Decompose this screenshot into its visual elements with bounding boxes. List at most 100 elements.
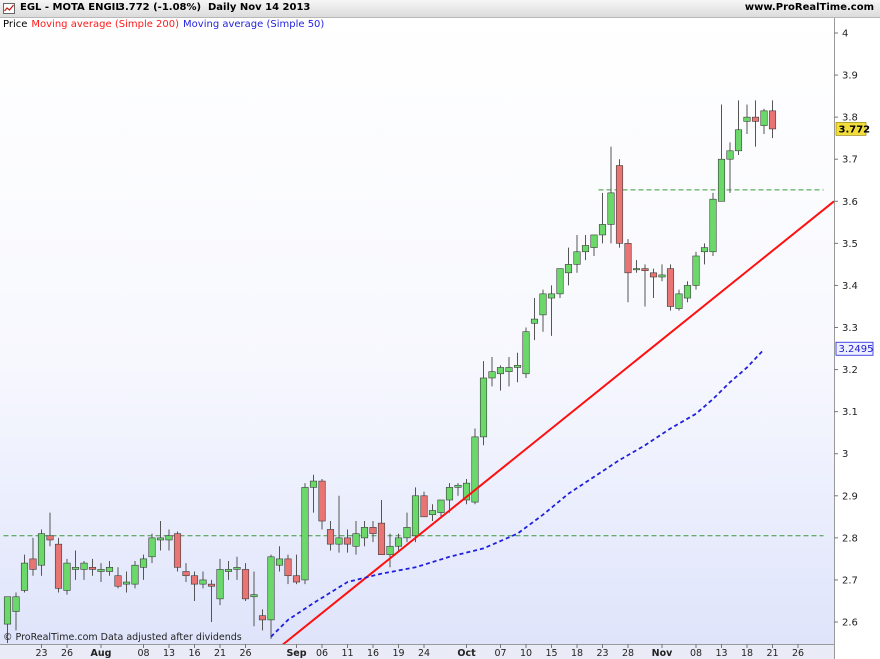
- candle-body[interactable]: [12, 596, 20, 612]
- candle-body[interactable]: [437, 499, 445, 513]
- candle-body[interactable]: [513, 365, 522, 368]
- candle-body[interactable]: [292, 575, 301, 583]
- candle-body[interactable]: [420, 495, 428, 518]
- candle-body[interactable]: [216, 569, 224, 600]
- candle-body[interactable]: [275, 558, 284, 566]
- candle-body[interactable]: [156, 537, 165, 541]
- candle-body[interactable]: [709, 198, 717, 253]
- candle-body[interactable]: [37, 533, 46, 566]
- candle-body[interactable]: [352, 533, 360, 547]
- candle-body[interactable]: [122, 581, 131, 585]
- candle-body[interactable]: [377, 522, 386, 555]
- candle-body[interactable]: [301, 487, 309, 581]
- legend-price[interactable]: Price: [3, 19, 28, 30]
- candle-body[interactable]: [46, 535, 54, 541]
- candle-body[interactable]: [139, 558, 148, 568]
- candle-body[interactable]: [105, 567, 114, 572]
- candle-body[interactable]: [190, 575, 199, 585]
- candle-body[interactable]: [207, 583, 216, 587]
- y-tick-label: 3: [842, 449, 848, 460]
- ma200-line[interactable]: [278, 200, 835, 649]
- candle-body[interactable]: [675, 293, 683, 309]
- candle-body[interactable]: [607, 192, 615, 225]
- legend-ma200[interactable]: Moving average (Simple 200): [31, 19, 180, 30]
- candle-body[interactable]: [326, 529, 335, 545]
- candle-body[interactable]: [343, 537, 352, 545]
- candle-body[interactable]: [199, 579, 207, 585]
- candle-body[interactable]: [522, 331, 530, 375]
- candle-body[interactable]: [641, 268, 649, 272]
- candle-body[interactable]: [267, 556, 275, 621]
- candle-body[interactable]: [590, 234, 598, 248]
- candle-body[interactable]: [318, 480, 326, 522]
- candle-body[interactable]: [71, 567, 80, 570]
- candle-body[interactable]: [564, 264, 573, 274]
- candle-body[interactable]: [250, 594, 258, 598]
- candle-body[interactable]: [479, 377, 488, 438]
- candle-body[interactable]: [284, 558, 292, 577]
- candle-body[interactable]: [488, 371, 496, 379]
- candle-body[interactable]: [751, 116, 760, 122]
- candle-body[interactable]: [666, 268, 675, 307]
- candle-body[interactable]: [768, 110, 777, 130]
- candle-body[interactable]: [131, 564, 139, 585]
- candle-body[interactable]: [496, 367, 505, 375]
- candle-body[interactable]: [649, 272, 658, 278]
- candle-body[interactable]: [692, 255, 700, 286]
- candle-body[interactable]: [454, 484, 462, 488]
- candle-body[interactable]: [547, 293, 556, 299]
- candle-body[interactable]: [29, 558, 37, 570]
- candle-body[interactable]: [411, 495, 420, 537]
- site-link[interactable]: www.ProRealTime.com: [744, 2, 874, 13]
- candle-body[interactable]: [700, 247, 709, 253]
- candle-body[interactable]: [241, 569, 250, 600]
- candle-body[interactable]: [54, 543, 63, 589]
- candle-body[interactable]: [165, 535, 173, 541]
- y-tick-label: 3.2: [842, 365, 858, 376]
- candle-body[interactable]: [539, 293, 547, 316]
- candle-body[interactable]: [717, 158, 726, 202]
- candle-body[interactable]: [369, 527, 377, 534]
- candle-body[interactable]: [445, 487, 454, 501]
- candle-body[interactable]: [394, 537, 403, 547]
- candle-body[interactable]: [97, 569, 105, 572]
- candle-body[interactable]: [224, 569, 233, 572]
- candle-body[interactable]: [581, 245, 590, 253]
- candle-body[interactable]: [386, 545, 394, 555]
- candle-body[interactable]: [573, 251, 581, 265]
- candle-body[interactable]: [624, 243, 632, 274]
- candle-body[interactable]: [615, 165, 624, 244]
- candle-body[interactable]: [505, 367, 513, 372]
- candle-body[interactable]: [743, 116, 751, 122]
- candle-body[interactable]: [734, 129, 743, 152]
- candle-body[interactable]: [632, 268, 641, 271]
- candle-body[interactable]: [403, 527, 411, 539]
- candle-body[interactable]: [88, 567, 97, 570]
- candle-body[interactable]: [658, 274, 666, 278]
- candle-body[interactable]: [233, 567, 241, 570]
- candle-body[interactable]: [3, 596, 12, 625]
- candle-body[interactable]: [556, 268, 564, 295]
- candle-body[interactable]: [173, 533, 182, 568]
- candle-body[interactable]: [148, 537, 156, 558]
- candle-body[interactable]: [598, 224, 607, 236]
- candle-body[interactable]: [182, 571, 190, 577]
- candle-body[interactable]: [471, 436, 479, 503]
- candle-body[interactable]: [726, 150, 734, 160]
- candle-body[interactable]: [63, 562, 71, 591]
- candle-body[interactable]: [114, 575, 122, 587]
- candle-body[interactable]: [360, 527, 369, 539]
- candle-body[interactable]: [309, 480, 318, 488]
- candle-body[interactable]: [530, 318, 539, 324]
- candle-body[interactable]: [258, 615, 267, 621]
- candle-body[interactable]: [428, 510, 437, 516]
- candle-body[interactable]: [335, 537, 343, 545]
- ma50-line[interactable]: [270, 348, 765, 638]
- candle-body[interactable]: [760, 110, 768, 126]
- candle-body[interactable]: [683, 285, 692, 299]
- candle-body[interactable]: [462, 482, 471, 501]
- candle-body[interactable]: [20, 562, 29, 591]
- candle-body[interactable]: [80, 562, 88, 570]
- legend-ma50[interactable]: Moving average (Simple 50): [183, 19, 325, 30]
